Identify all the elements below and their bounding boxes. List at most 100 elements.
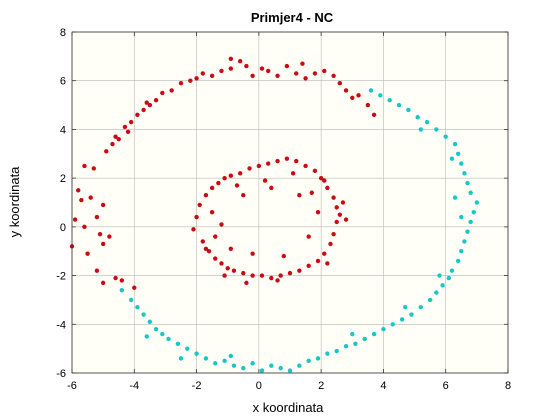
scatter-point <box>231 268 237 273</box>
scatter-point <box>213 256 218 261</box>
scatter-point <box>331 231 336 237</box>
scatter-point <box>266 68 271 74</box>
x-tick-label: -4 <box>129 380 139 392</box>
scatter-point <box>290 171 296 176</box>
scatter-point <box>241 192 246 198</box>
scatter-point <box>306 234 311 239</box>
scatter-point <box>228 173 234 178</box>
scatter-point <box>160 331 165 337</box>
scatter-point <box>153 326 159 332</box>
scatter-point <box>72 217 78 222</box>
scatter-point <box>409 312 414 317</box>
scatter-point <box>219 68 224 74</box>
scatter-point <box>144 100 149 105</box>
scatter-point <box>325 351 330 356</box>
y-tick-label: 8 <box>60 27 66 39</box>
scatter-point <box>294 71 299 76</box>
scatter-point <box>325 261 330 266</box>
scatter-point <box>446 275 452 281</box>
x-tick-label: 0 <box>256 380 262 392</box>
scatter-point <box>275 73 280 79</box>
scatter-point <box>82 163 87 169</box>
scatter-point <box>125 129 131 135</box>
scatter-point <box>228 66 234 71</box>
scatter-point <box>104 149 109 154</box>
x-tick-label: 2 <box>318 380 324 392</box>
scatter-point <box>353 341 358 346</box>
scatter-point <box>250 361 255 366</box>
scatter-point <box>462 171 467 176</box>
scatter-point <box>424 119 430 125</box>
scatter-point <box>275 278 280 283</box>
scatter-point <box>434 127 439 132</box>
chart-title: Primjer4 - NC <box>251 10 334 25</box>
scatter-point <box>318 175 324 181</box>
y-tick-label: -6 <box>56 368 66 380</box>
x-tick-label: 6 <box>443 380 449 392</box>
scatter-point <box>331 195 336 200</box>
scatter-point <box>97 231 103 237</box>
scatter-point <box>178 80 184 86</box>
scatter-point <box>82 224 87 230</box>
scatter-point <box>406 107 411 113</box>
scatter-point <box>322 251 327 256</box>
scatter-point <box>337 80 343 86</box>
scatter-point <box>128 119 134 125</box>
y-tick-label: -2 <box>56 271 66 283</box>
scatter-point <box>222 273 227 278</box>
scatter-point <box>297 192 302 198</box>
scatter-point <box>281 253 286 259</box>
scatter-point <box>259 273 265 278</box>
scatter-point <box>303 76 308 81</box>
scatter-point <box>76 188 81 193</box>
scatter-point <box>443 134 448 139</box>
scatter-point <box>188 78 193 83</box>
scatter-point <box>437 273 442 278</box>
scatter-point <box>427 297 433 303</box>
scatter-point <box>322 178 327 183</box>
scatter-point <box>465 229 470 234</box>
axes-frame <box>71 31 509 374</box>
scatter-point <box>356 93 361 98</box>
scatter-point <box>206 249 212 254</box>
scatter-point <box>122 124 128 130</box>
scatter-point <box>228 56 234 61</box>
scatter-point <box>209 185 215 191</box>
scatter-point <box>197 202 202 208</box>
scatter-point <box>128 297 134 303</box>
scatter-point <box>287 270 293 276</box>
scatter-point <box>449 268 455 273</box>
scatter-point <box>194 76 199 81</box>
scatter-point <box>225 266 230 271</box>
scatter-point <box>113 275 118 281</box>
scatter-point <box>306 358 311 364</box>
scatter-point <box>110 141 115 147</box>
scatter-point <box>312 71 318 76</box>
scatter-point <box>403 305 408 310</box>
scatter-point <box>119 287 125 293</box>
scatter-point <box>474 200 480 205</box>
scatter-point <box>169 88 174 93</box>
scatter-point <box>334 348 339 354</box>
scatter-point <box>440 283 445 288</box>
scatter-point <box>213 361 218 366</box>
scatter-point <box>237 59 243 64</box>
scatter-point <box>462 239 467 244</box>
scatter-point <box>241 270 246 276</box>
y-axis-label: y koordinata <box>7 166 22 238</box>
scatter-point <box>378 93 383 98</box>
scatter-point <box>100 202 106 208</box>
scatter-point <box>449 156 455 161</box>
scatter-point <box>350 95 355 100</box>
scatter-point <box>362 336 367 342</box>
scatter-point <box>396 102 402 108</box>
scatter-point <box>244 63 249 69</box>
scatter-point <box>297 363 302 368</box>
points-layer <box>69 56 480 373</box>
scatter-point <box>465 180 470 186</box>
scatter-point <box>175 341 181 346</box>
scatter-point <box>315 258 321 264</box>
scatter-point <box>160 90 165 96</box>
scatter-point <box>284 63 290 69</box>
scatter-point <box>250 73 255 79</box>
